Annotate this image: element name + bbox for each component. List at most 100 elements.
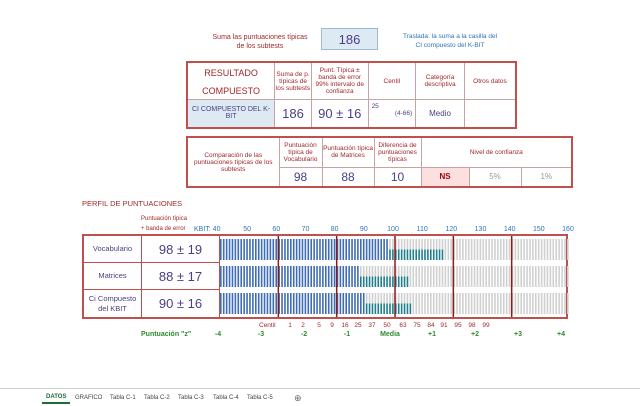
bar-tick — [243, 266, 245, 287]
bar-tick — [354, 293, 356, 314]
composite-punt[interactable]: 90 ± 16 — [310, 99, 369, 128]
comparison-table: Comparación de las puntuaciones típicas … — [186, 136, 573, 188]
bar-tick — [257, 266, 260, 287]
bar-tick-upper — [395, 266, 397, 277]
bar-tick — [345, 239, 348, 260]
bar-tick — [505, 293, 508, 314]
bar-tick-upper — [383, 293, 385, 304]
bar-tick — [316, 266, 318, 287]
bar-tick — [322, 293, 324, 314]
bar-tick — [491, 293, 493, 314]
centile-label: 99 — [482, 322, 490, 329]
profile-row-value[interactable]: 90 ± 16 — [142, 290, 220, 317]
sheet-tab-datos[interactable]: DATOS — [42, 392, 71, 404]
bar-tick — [333, 293, 336, 314]
profile-row-value[interactable]: 98 ± 19 — [142, 236, 220, 262]
bar-tick — [555, 266, 558, 287]
composite-otros[interactable] — [463, 99, 517, 128]
sheet-tab-tabla-c-4[interactable]: Tabla C-4 — [213, 395, 239, 401]
bar-tick — [400, 303, 403, 314]
centile-label: 25 — [354, 322, 362, 329]
bar-tick — [260, 266, 263, 287]
sheet-tab-tabla-c-1[interactable]: Tabla C-1 — [110, 395, 136, 401]
bar-tick — [400, 276, 403, 287]
sheet-tab-grafico[interactable]: GRAFICO — [75, 395, 103, 401]
centile-label: 2 — [301, 322, 305, 329]
bar-tick — [494, 239, 496, 260]
bar-tick — [462, 239, 464, 260]
bar-tick — [231, 266, 234, 287]
composite-category[interactable]: Medio — [415, 99, 465, 128]
bar-tick — [225, 239, 228, 260]
bar-tick — [406, 303, 409, 314]
bar-tick-upper — [365, 293, 368, 304]
bar-tick — [444, 266, 447, 287]
bar-tick-upper — [383, 266, 385, 277]
scale-label: 70 — [301, 226, 310, 233]
z-value-label: -4 — [214, 331, 222, 338]
bar-tick-upper — [392, 293, 394, 304]
bar-tick-upper — [395, 293, 397, 304]
bar-tick — [380, 303, 383, 314]
bar-tick — [348, 266, 350, 287]
composite-sum[interactable]: 186 — [274, 99, 312, 128]
bar-tick — [476, 266, 479, 287]
bar-tick — [275, 239, 278, 260]
profile-row-value[interactable]: 88 ± 17 — [142, 263, 220, 289]
sheet-tab-tabla-c-5[interactable]: Tabla C-5 — [247, 395, 273, 401]
bar-tick — [418, 249, 420, 260]
bar-tick — [491, 266, 493, 287]
sheet-tab-tabla-c-3[interactable]: Tabla C-3 — [178, 395, 204, 401]
bar-tick — [389, 276, 391, 287]
sheet-tab-tabla-c-2[interactable]: Tabla C-2 — [144, 395, 170, 401]
bar-tick-upper — [377, 266, 380, 277]
col-diff-header: Diferencia de puntuaciones típicas — [373, 136, 422, 168]
bar-tick — [432, 266, 435, 287]
ns-cell[interactable]: NS — [420, 166, 470, 188]
sum-value-cell[interactable]: 186 — [321, 28, 378, 50]
bar-tick — [357, 266, 359, 287]
bar-tick — [348, 293, 350, 314]
bar-tick-upper — [415, 239, 418, 250]
centile-label: 5 — [317, 322, 321, 329]
bar-tick — [272, 266, 275, 287]
bar-tick — [362, 293, 365, 314]
bar-tick — [266, 266, 269, 287]
bar-tick — [313, 293, 315, 314]
bar-tick — [284, 239, 286, 260]
bar-tick — [409, 249, 412, 260]
matrices-score[interactable]: 88 — [321, 166, 375, 188]
bar-tick — [555, 239, 558, 260]
bar-tick — [316, 293, 318, 314]
bar-tick — [523, 266, 525, 287]
bar-tick — [412, 249, 415, 260]
bar-tick — [543, 293, 546, 314]
scale-label: 120 — [445, 226, 458, 233]
conf-5-cell[interactable]: 5% — [468, 166, 522, 188]
add-sheet-icon[interactable]: ⊕ — [294, 392, 302, 403]
bar-tick — [514, 266, 517, 287]
bar-tick — [505, 239, 508, 260]
conf-1-cell[interactable]: 1% — [520, 166, 573, 188]
col-punt-header: Punt. Típica ± banda de error 99% interv… — [310, 61, 369, 100]
composite-centil-value: 25 — [371, 103, 379, 110]
bar-tick — [231, 293, 234, 314]
bar-tick — [237, 293, 240, 314]
bar-tick-upper — [400, 293, 403, 304]
bar-tick — [330, 293, 333, 314]
bar-tick — [313, 239, 315, 260]
diff-score[interactable]: 10 — [373, 166, 422, 188]
z-value-label: +1 — [428, 331, 436, 338]
bar-tick — [240, 239, 243, 260]
bar-tick — [567, 293, 569, 314]
composite-centil-range: (4-66) — [394, 110, 413, 117]
profile-sub2: + banda de error — [141, 226, 186, 232]
bar-tick — [456, 239, 458, 260]
bar-tick — [383, 276, 385, 287]
composite-centil[interactable]: 25 (4-66) — [367, 99, 417, 128]
bar-tick — [220, 293, 222, 314]
bar-tick — [508, 266, 511, 287]
bar-tick — [365, 303, 368, 314]
bar-tick — [555, 293, 558, 314]
vocab-score[interactable]: 98 — [278, 166, 323, 188]
